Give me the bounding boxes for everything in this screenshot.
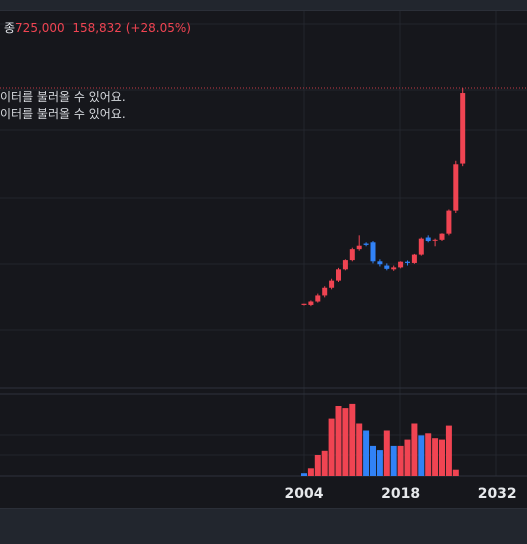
x-tick-label: 2032	[478, 486, 517, 502]
volume-bar	[445, 425, 452, 476]
volume-bar	[411, 423, 418, 476]
candle-body	[301, 303, 307, 305]
volume-bar	[418, 435, 425, 476]
close-label: 종	[4, 21, 16, 35]
candle-body	[405, 261, 410, 263]
candle-body	[322, 287, 328, 296]
top-toolbar	[0, 0, 527, 11]
volume-bar	[376, 450, 383, 476]
volume-bar	[314, 455, 321, 476]
volume-bar	[383, 430, 390, 476]
volume-bar	[397, 445, 404, 476]
chart-area[interactable]	[0, 11, 527, 508]
volume-bar	[404, 439, 411, 476]
candle-body	[425, 237, 431, 242]
volume-bar	[321, 450, 328, 476]
candle-body	[446, 210, 452, 234]
volume-bar	[390, 445, 397, 476]
candle-body	[432, 239, 438, 241]
candle-body	[398, 261, 404, 268]
candle-body	[356, 245, 362, 250]
volume-bar	[335, 406, 342, 476]
volume-bar	[425, 433, 432, 476]
x-tick-label: 2004	[285, 486, 324, 502]
candle-body	[377, 261, 383, 265]
close-value: 725,000	[15, 21, 65, 35]
volume-bar	[328, 418, 335, 476]
candle-body	[370, 242, 376, 262]
volume-bar	[349, 403, 356, 476]
load-more-message: 이터를 불러올 수 있어요.	[0, 107, 126, 121]
volume-bar	[363, 430, 370, 476]
x-tick-label: 2018	[381, 486, 420, 502]
candle-body	[342, 260, 348, 270]
candle-body	[453, 164, 459, 211]
candle-body	[315, 295, 321, 302]
volume-bar	[370, 445, 376, 476]
volume-bar	[452, 469, 459, 476]
volume-bar	[432, 438, 439, 476]
candle-body	[336, 269, 341, 281]
candle-body	[460, 93, 466, 164]
candle-body	[384, 265, 390, 269]
volume-bar	[356, 423, 363, 476]
candle-body	[391, 267, 397, 270]
change-value: 158,832 (+28.05%)	[72, 21, 191, 35]
bottom-toolbar	[0, 508, 527, 544]
volume-bar	[342, 408, 349, 476]
ohlc-legend: 종725,000 158,832 (+28.05%)	[4, 19, 191, 36]
volume-bar	[439, 439, 445, 476]
candle-body	[439, 233, 445, 240]
candle-body	[349, 249, 355, 261]
candle-body	[308, 301, 314, 305]
candle-body	[411, 254, 417, 263]
candle-body	[329, 280, 335, 288]
candle-body	[363, 243, 369, 245]
volume-bar	[307, 468, 314, 476]
candle-body	[418, 238, 424, 255]
volume-bar	[301, 473, 307, 476]
load-more-message: 이터를 불러올 수 있어요.	[0, 90, 126, 104]
